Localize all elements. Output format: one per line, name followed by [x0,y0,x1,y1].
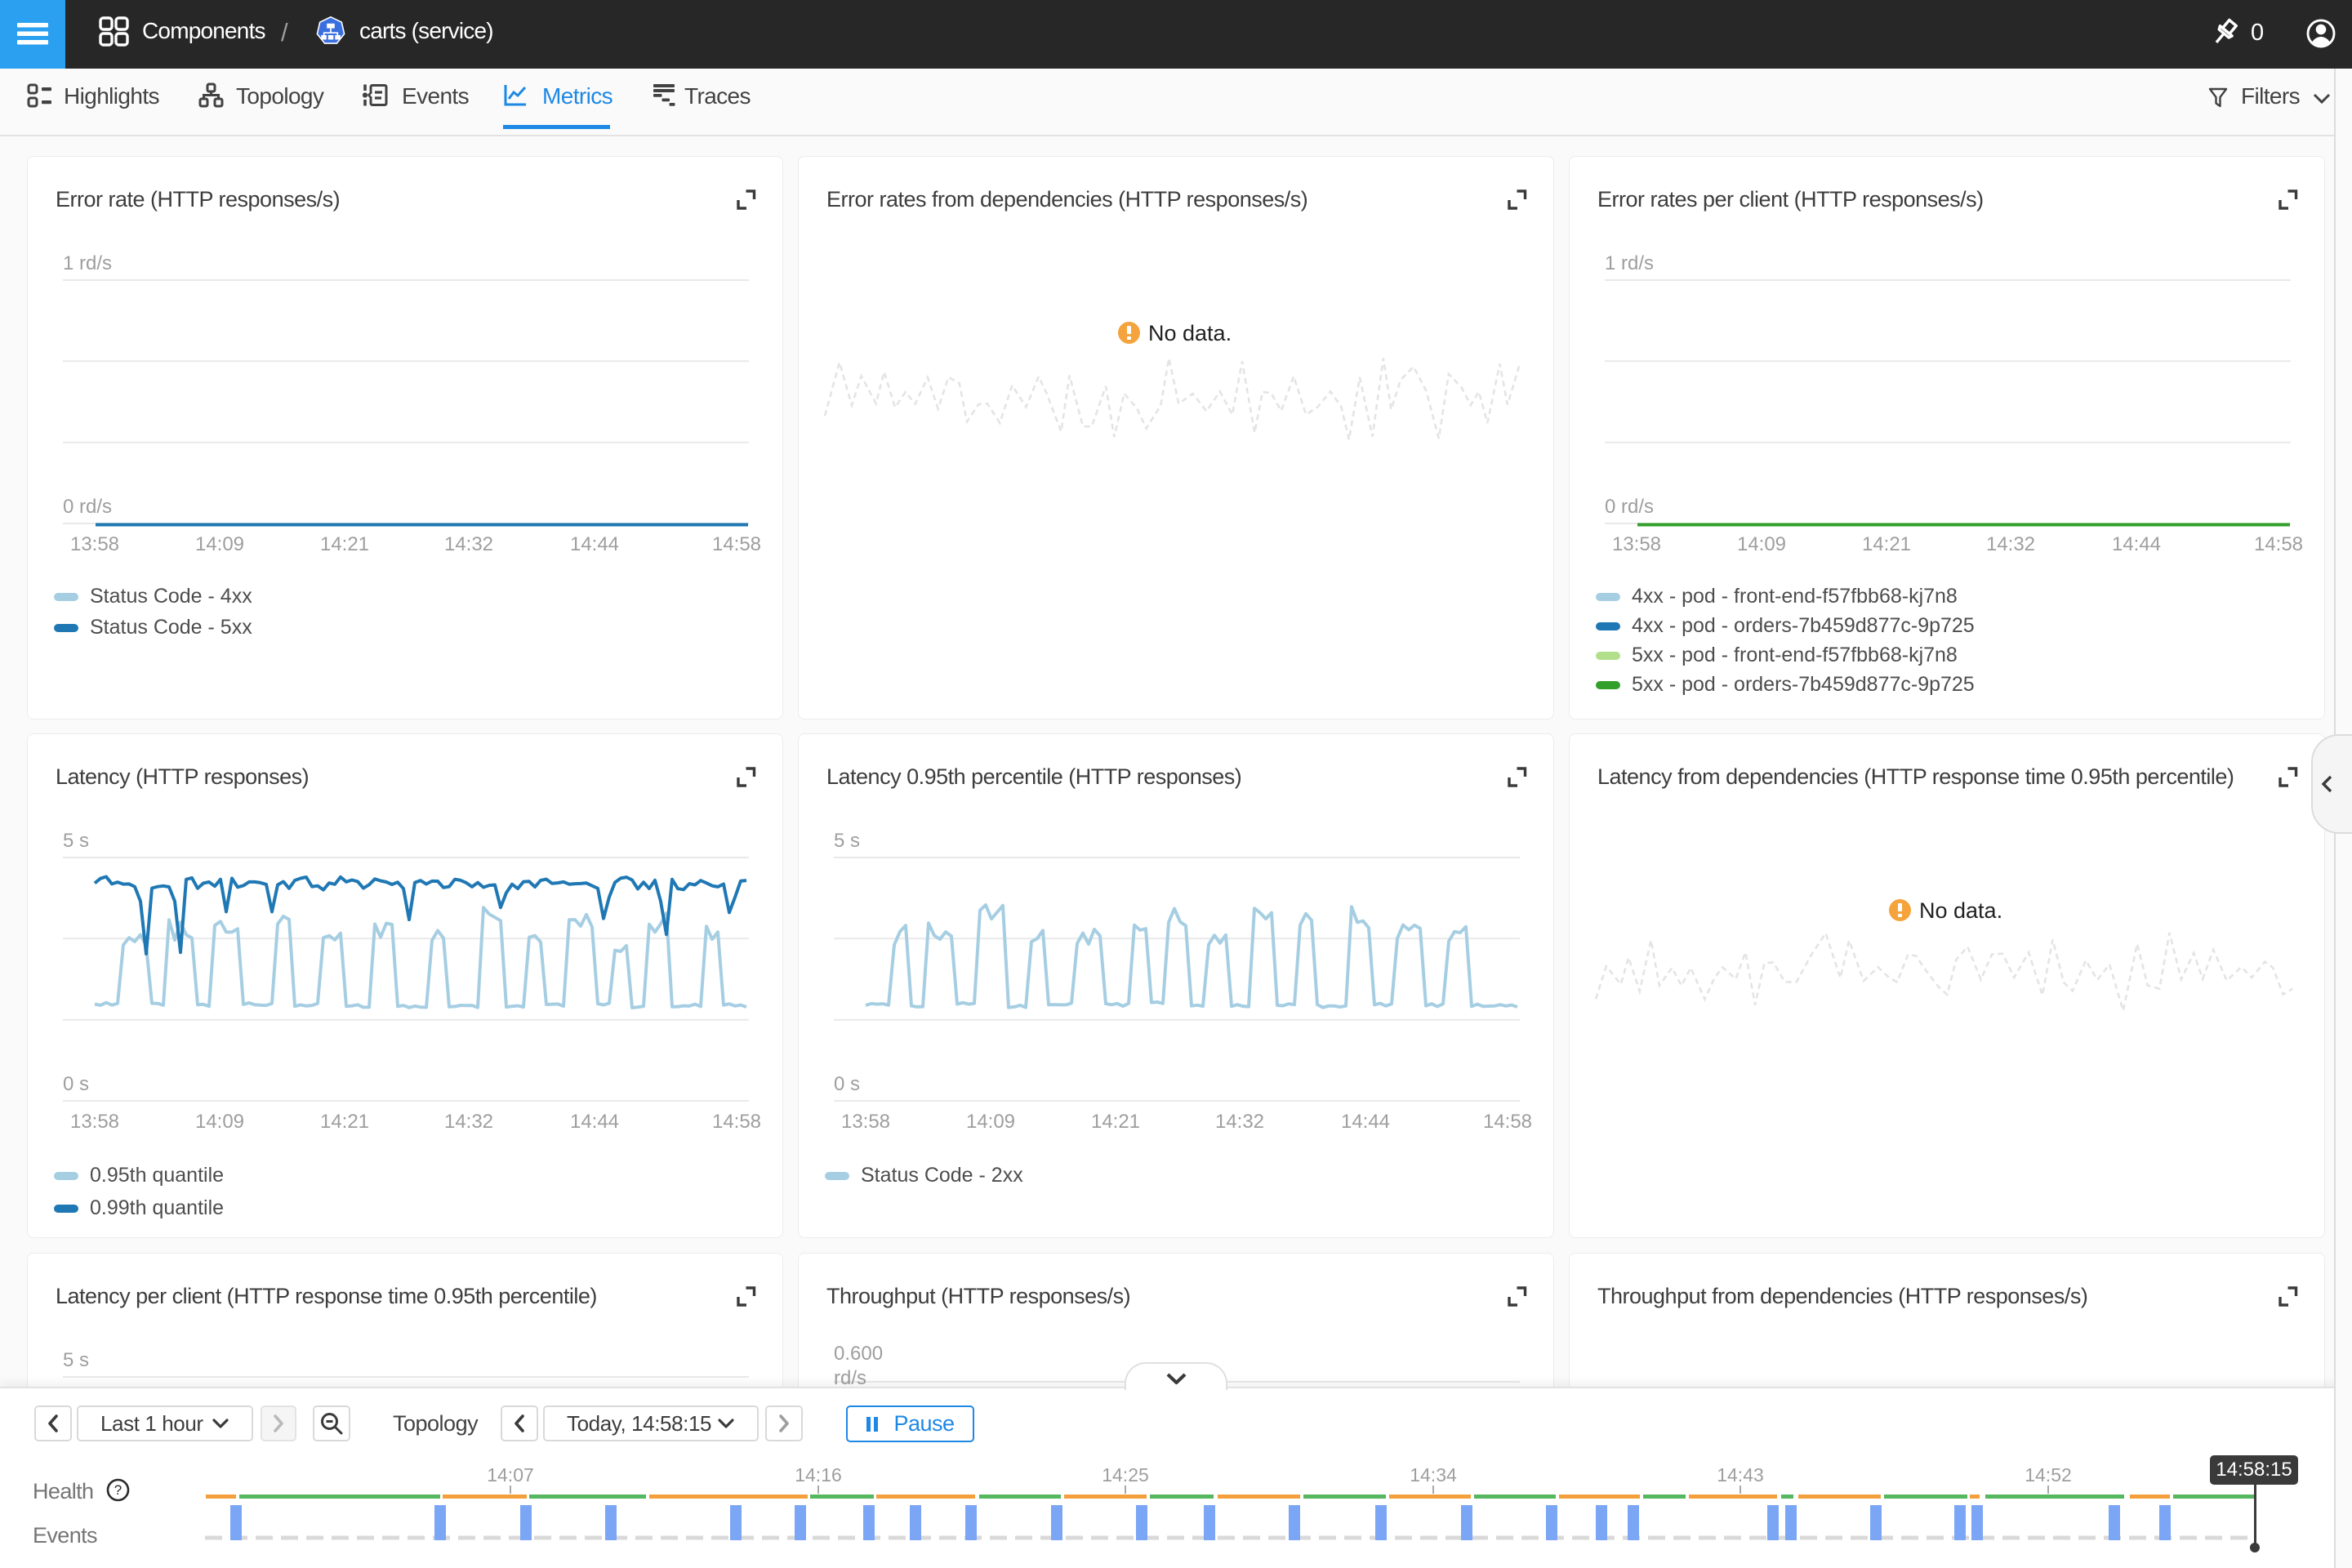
svg-text:?: ? [114,1482,122,1498]
